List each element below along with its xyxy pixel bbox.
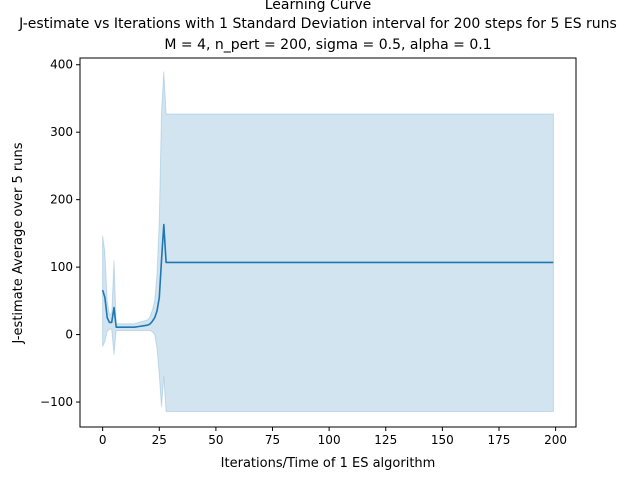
x-tick-label: 0	[99, 433, 107, 447]
x-tick-label: 150	[431, 433, 454, 447]
y-tick-label: −100	[40, 395, 73, 409]
x-tick-label: 100	[318, 433, 341, 447]
y-tick-label: 0	[65, 328, 73, 342]
y-tick-label: 400	[50, 58, 73, 72]
chart-title-line-1: Learning Curve	[265, 0, 372, 13]
x-axis-label: Iterations/Time of 1 ES algorithm	[221, 456, 436, 471]
x-tick-label: 75	[265, 433, 280, 447]
chart-title-line-2: J-estimate vs Iterations with 1 Standard…	[18, 16, 617, 32]
x-tick-label: 175	[488, 433, 511, 447]
x-tick-label: 125	[374, 433, 397, 447]
plot-area	[101, 71, 554, 412]
y-axis-label: J-estimate Average over 5 runs	[11, 142, 26, 344]
chart-title-line-3: M = 4, n_pert = 200, sigma = 0.5, alpha …	[164, 37, 491, 53]
y-tick-label: 200	[50, 193, 73, 207]
x-tick-label: 50	[208, 433, 223, 447]
y-tick-label: 100	[50, 260, 73, 274]
mean-line-1	[101, 223, 554, 329]
plot-frame	[79, 57, 577, 428]
y-axis: −100 0 100 200 300 400	[40, 58, 80, 409]
x-tick-label: 25	[152, 433, 167, 447]
std-band-1	[102, 71, 554, 412]
x-tick-label: 200	[544, 433, 567, 447]
x-axis: 0 25 50 75 100 125 150 175 200	[99, 427, 567, 447]
y-tick-label: 300	[50, 125, 73, 139]
